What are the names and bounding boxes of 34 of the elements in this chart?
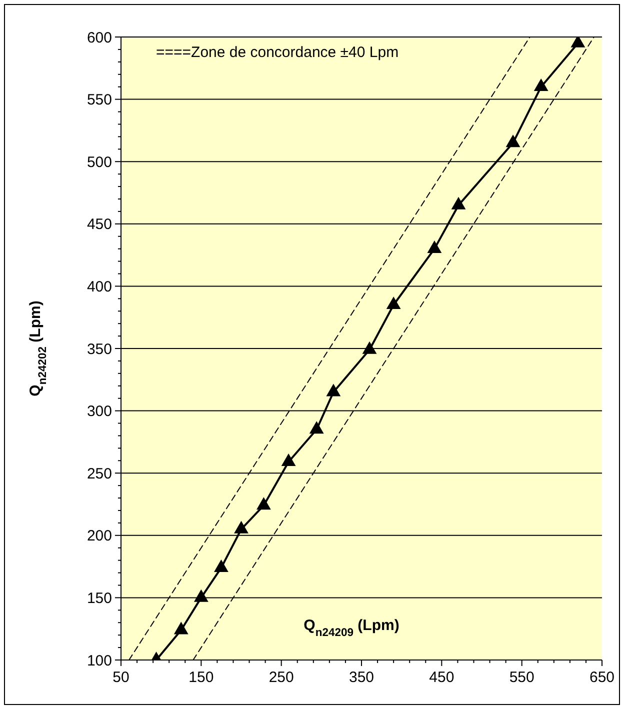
x-tick-label: 650 xyxy=(589,669,615,686)
y-tick-label: 450 xyxy=(86,216,112,234)
y-tick-label: 500 xyxy=(86,154,112,171)
point xyxy=(362,341,377,354)
point xyxy=(174,622,188,634)
y-tick-label: 300 xyxy=(86,403,112,420)
y-tick-label: 350 xyxy=(86,340,112,358)
point xyxy=(194,589,208,602)
point xyxy=(256,497,271,510)
point xyxy=(386,296,401,310)
x-tick-label: 250 xyxy=(268,669,294,686)
y-tick-label: 150 xyxy=(86,590,112,607)
point xyxy=(309,421,324,434)
point xyxy=(234,520,248,534)
y-tick-label: 400 xyxy=(86,278,112,296)
point xyxy=(506,134,520,148)
x-tick-label: 150 xyxy=(188,669,214,686)
y-tick-label: 550 xyxy=(86,92,112,109)
x-tick-label: 450 xyxy=(429,669,454,686)
point xyxy=(326,384,341,396)
point xyxy=(214,559,228,572)
point xyxy=(281,454,296,466)
point xyxy=(427,240,442,253)
y-tick-label: 200 xyxy=(86,528,112,545)
x-axis-title: Q$_{n24209}$ (Lpm) xyxy=(304,617,400,639)
y-tick-label: 250 xyxy=(86,465,112,482)
y-tick-label: 600 xyxy=(86,29,112,46)
x-tick-label: 350 xyxy=(348,669,374,686)
point xyxy=(534,78,548,91)
x-tick-label: 50 xyxy=(112,669,130,686)
point xyxy=(451,196,466,210)
x-tick-label: 550 xyxy=(509,669,534,686)
y-tick-label: 100 xyxy=(86,652,112,670)
annotation: ====Zone de concordance ±40 Lpm xyxy=(156,44,399,61)
